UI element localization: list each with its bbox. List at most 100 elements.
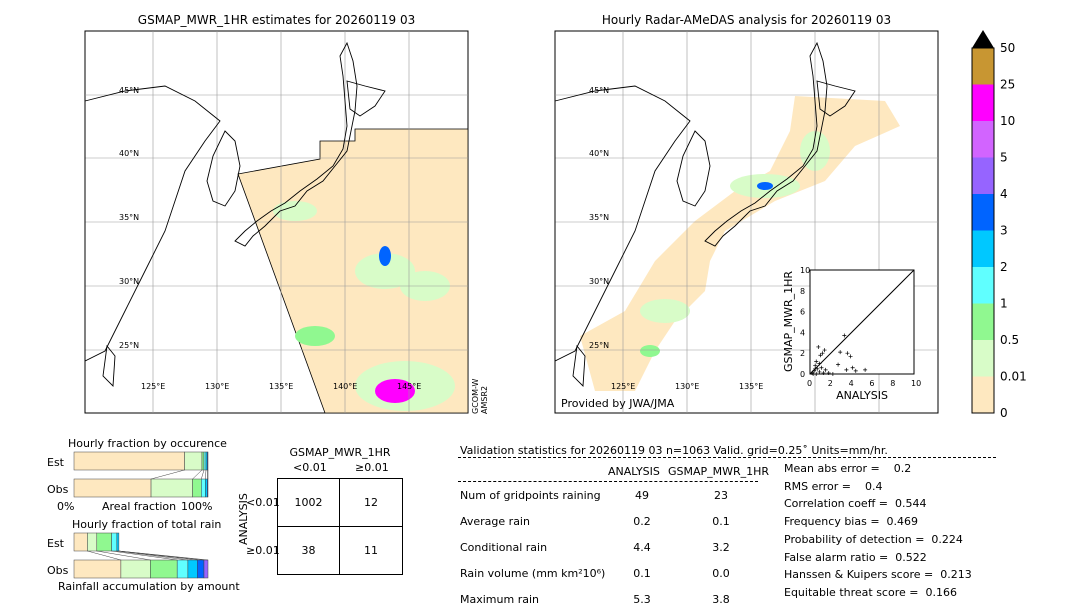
obs-bar-segment [201, 478, 206, 498]
stat-label: Rain volume (mm km²10⁶) [460, 567, 606, 580]
xmin-label: 0% [57, 500, 75, 513]
stat-a: 5.3 [633, 593, 651, 606]
rain-area [757, 182, 773, 190]
obs-bar-segment [203, 559, 209, 579]
rain-area [640, 299, 690, 323]
scatter-inset: 00 2 2 4 4 6 6 8 8 10 10 [800, 266, 921, 388]
stat-label: Conditional rain [460, 541, 548, 554]
y-tick: 8 [800, 287, 805, 296]
coastline [206, 130, 241, 207]
scatter-point [842, 333, 847, 338]
obs-bar-segment [187, 559, 198, 579]
cell: 12 [340, 479, 402, 527]
scatter-point [863, 367, 868, 372]
scatter-point [830, 372, 835, 376]
colorbar-extend-arrow [972, 30, 994, 48]
connector-line [150, 469, 185, 480]
satellite-label-line: GCOM-W [471, 378, 480, 414]
cell: 38 [278, 526, 340, 574]
divider [458, 481, 758, 482]
coastline [676, 130, 711, 207]
colorbar-label: 4 [1000, 187, 1008, 201]
stat-a: 0.1 [633, 567, 651, 580]
obs-bar-segment [192, 478, 202, 498]
y-tick: 4 [800, 328, 805, 337]
col-analysis: ANALYSIS [608, 465, 660, 478]
x-tick: 10 [911, 379, 921, 388]
lat-label: 40°N [119, 149, 139, 158]
est-bar-segment [73, 451, 185, 471]
cell: 1002 [278, 479, 340, 527]
accumulation-label: Rainfall accumulation by amount [58, 580, 240, 593]
coastline [572, 344, 586, 388]
lat-label: 35°N [119, 213, 139, 222]
cell: 11 [364, 543, 378, 557]
colorbar-segment [972, 376, 994, 413]
satellite-label: GCOM-W AMSR2 [471, 379, 489, 414]
rain-area [295, 326, 335, 346]
scatter-point [850, 365, 855, 370]
scatter-point [822, 348, 827, 353]
est-bar-segment [184, 451, 203, 471]
scatter-point [844, 367, 849, 372]
lat-label: 45°N [119, 86, 139, 95]
connector-line [118, 550, 209, 561]
connector-line [111, 550, 178, 561]
y-tick: 6 [800, 308, 805, 317]
rain-area [375, 379, 415, 403]
colorbar-label: 0.5 [1000, 333, 1019, 347]
colorbar-segment [972, 121, 994, 158]
lon-label: 145°E [397, 382, 421, 391]
score-line: Mean abs error = 0.2 [784, 462, 912, 475]
obs-bar-segment [205, 478, 208, 498]
lat-label: 30°N [589, 277, 609, 286]
x-tick: 6 [869, 379, 874, 388]
stat-label: Maximum rain [460, 593, 539, 606]
obs-bar-segment [73, 478, 152, 498]
colorbar-label: 1 [1000, 297, 1008, 311]
colorbar-label: 3 [1000, 224, 1008, 238]
est-bar-segment [87, 532, 98, 552]
col-label: ≥0.01 [355, 461, 389, 474]
est-bar-segment [207, 451, 209, 471]
scatter-point [814, 372, 819, 376]
left-map-title: GSMAP_MWR_1HR estimates for 20260119 03 [137, 13, 416, 27]
colorbar-label: 0 [1000, 406, 1008, 420]
connector-line [205, 469, 207, 480]
obs-bar-segment [197, 559, 205, 579]
colorbar-label: 50 [1000, 41, 1015, 55]
score-line: Equitable threat score = 0.166 [784, 585, 957, 599]
colorbar-label: 2 [1000, 260, 1008, 274]
lat-label: 25°N [119, 341, 139, 350]
scatter-xlabel: ANALYSIS [836, 389, 888, 402]
lon-label: 130°E [205, 382, 229, 391]
est-label: Est [47, 537, 64, 550]
rain-area [640, 345, 660, 357]
coastline [234, 41, 358, 247]
obs-bar-segment [207, 478, 209, 498]
validation-header: Validation statistics for 20260119 03 n=… [460, 444, 888, 457]
connector-line [96, 550, 151, 561]
lat-label: 30°N [119, 277, 139, 286]
stat-b: 3.2 [712, 541, 730, 554]
stat-a: 49 [635, 489, 649, 502]
stat-b: 23 [714, 489, 728, 502]
score-line: Correlation coeff = 0.544 [784, 497, 927, 511]
col-gsmap: GSMAP_MWR_1HR [668, 465, 770, 478]
coastline [704, 41, 828, 247]
stat-label: Average rain [460, 515, 530, 528]
stat-label: Num of gridpoints raining [460, 489, 601, 502]
x-tick: 2 [828, 379, 833, 388]
coastline [84, 85, 221, 362]
scatter-point [821, 370, 826, 375]
right-map-title: Hourly Radar-AMeDAS analysis for 2026011… [601, 13, 892, 27]
colorbar-label: 25 [1000, 78, 1015, 92]
rain-area [355, 253, 415, 289]
coastline [554, 85, 691, 362]
stat-b: 0.0 [712, 567, 730, 580]
stat-b: 3.8 [712, 593, 730, 606]
lon-label: 135°E [269, 382, 293, 391]
scatter-point [814, 359, 819, 364]
diagonal-line [809, 269, 915, 375]
score-line: False alarm ratio = 0.522 [784, 550, 927, 564]
